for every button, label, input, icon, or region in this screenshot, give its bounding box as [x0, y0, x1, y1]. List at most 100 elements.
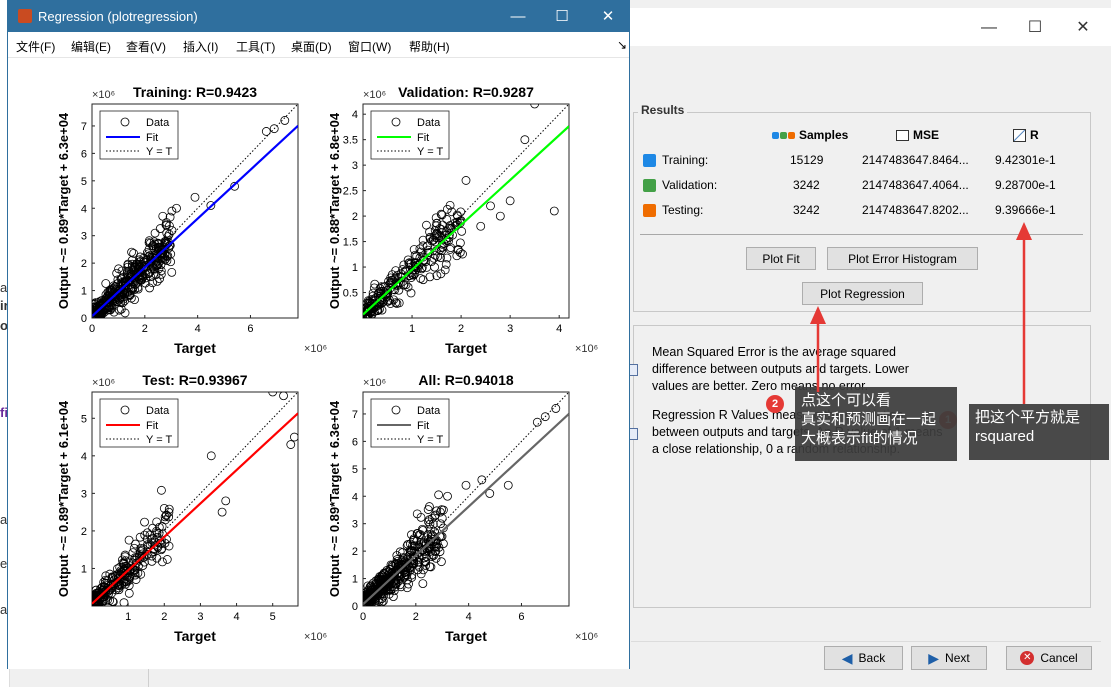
data-point [441, 259, 451, 269]
menu-view[interactable]: 查看(V) [126, 40, 166, 54]
testing-label: Testing: [662, 203, 704, 217]
data-point [125, 290, 135, 300]
plot-regression-button[interactable]: Plot Regression [802, 282, 923, 305]
x-axis-label: Target [174, 628, 216, 644]
legend-fit-label: Fit [417, 420, 429, 432]
back-button[interactable]: ◀ Back [824, 646, 903, 670]
menu-help[interactable]: 帮助(H) [409, 40, 450, 54]
maximize-icon[interactable]: ☐ [1027, 19, 1043, 36]
figure-canvas: 0 2 4 6 0 1 2 3 4 5 6 7 ×10⁶ ×10⁶ Training: R=0.9423 Ta… [8, 58, 629, 669]
y-tick-label: 6 [352, 436, 358, 448]
data-point [286, 440, 296, 449]
figure-maximize-icon[interactable]: ☐ [555, 8, 569, 25]
data-point [133, 284, 143, 294]
data-point [364, 297, 374, 306]
figure-minimize-icon[interactable]: — [510, 8, 526, 25]
data-point [394, 285, 404, 295]
menu-tools[interactable]: 工具(T) [236, 40, 276, 54]
menu-window[interactable]: 窗口(W) [348, 40, 392, 54]
menu-desktop[interactable]: 桌面(D) [291, 40, 332, 54]
figure-close-icon[interactable]: ✕ [601, 8, 615, 25]
data-point [530, 104, 540, 109]
data-point [142, 248, 152, 257]
regression-plot-3: 1 2 3 4 5 1 2 3 4 5 ×10⁶ ×10⁶ Test: R=0.93967 Target O… [56, 372, 327, 644]
data-point [261, 127, 271, 136]
close-icon[interactable]: ✕ [1076, 19, 1090, 36]
figure-titlebar: Regression (plotregression) — ☐ ✕ [8, 1, 629, 32]
x-exponent: ×10⁶ [304, 343, 327, 355]
regression-plot-1: 0 2 4 6 0 1 2 3 4 5 6 7 ×10⁶ ×10⁶ Training: R=0.9423 Ta… [56, 84, 327, 356]
data-point [399, 260, 409, 270]
data-point [390, 571, 399, 581]
data-point [418, 255, 428, 265]
mse-header-label: MSE [913, 128, 940, 142]
data-point [366, 587, 375, 596]
y-tick-label: 4 [352, 491, 358, 503]
data-point [436, 224, 446, 234]
data-point [408, 541, 417, 551]
data-point [152, 517, 162, 527]
data-point [486, 201, 495, 211]
data-point [392, 555, 402, 564]
data-point [551, 404, 561, 413]
data-point [140, 530, 150, 540]
data-point [435, 224, 445, 233]
data-point [379, 282, 388, 292]
data-point [148, 261, 157, 271]
data-point [92, 585, 101, 595]
data-point [386, 585, 396, 595]
cancel-button[interactable]: ✕ Cancel [1006, 646, 1092, 670]
training-cube-icon [643, 153, 656, 167]
data-point [130, 565, 140, 575]
data-point [109, 579, 118, 589]
data-point [136, 546, 145, 556]
dock-arrow-icon[interactable]: ↘ [617, 38, 628, 52]
y-tick-label: 4 [81, 203, 87, 215]
edge-text: al [0, 280, 10, 295]
mse-icon [896, 129, 909, 141]
data-point [414, 542, 424, 552]
validation-label: Validation: [662, 178, 718, 192]
y-axis-label: Output ~= 0.89*Target + 6.1e+04 [56, 400, 71, 597]
data-point [363, 598, 371, 606]
mse-description-line: difference between outputs and targets. … [652, 362, 909, 376]
data-point [142, 540, 152, 550]
callout-line: 大概表示fit的情况 [801, 430, 918, 447]
x-axis-label: Target [174, 340, 216, 356]
data-point [161, 510, 171, 520]
data-point [452, 251, 462, 261]
data-point [426, 524, 436, 534]
data-point [131, 575, 141, 584]
menu-insert[interactable]: 插入(I) [183, 40, 219, 54]
y-tick-label: 1 [352, 574, 358, 586]
x-exponent: ×10⁶ [304, 631, 327, 643]
data-point [420, 556, 430, 566]
data-point [403, 282, 413, 292]
data-point [230, 181, 240, 191]
y-exponent: ×10⁶ [363, 89, 386, 101]
data-point [102, 576, 112, 586]
results-title: Results [638, 103, 688, 117]
x-axis-label: Target [445, 628, 487, 644]
minimize-icon[interactable]: — [981, 19, 997, 36]
data-point [405, 259, 415, 269]
next-button[interactable]: ▶ Next [911, 646, 987, 670]
training-row-label: Training: [643, 153, 708, 167]
data-point [425, 562, 435, 571]
legend-identity-label: Y = T [417, 434, 443, 446]
data-point [131, 539, 140, 549]
data-point [412, 560, 422, 570]
data-point [206, 201, 216, 210]
data-point [145, 238, 155, 248]
legend-fit-label: Fit [146, 420, 158, 432]
menu-file[interactable]: 文件(F) [16, 40, 56, 54]
menu-edit[interactable]: 编辑(E) [71, 40, 111, 54]
y-tick-label: 4 [81, 451, 87, 463]
data-point [520, 135, 530, 145]
data-point [438, 523, 448, 533]
data-point [148, 278, 157, 288]
data-point [436, 519, 446, 529]
plot-fit-button[interactable]: Plot Fit [746, 247, 816, 270]
plot-error-histogram-button[interactable]: Plot Error Histogram [827, 247, 978, 270]
x-tick-label: 4 [556, 323, 562, 335]
